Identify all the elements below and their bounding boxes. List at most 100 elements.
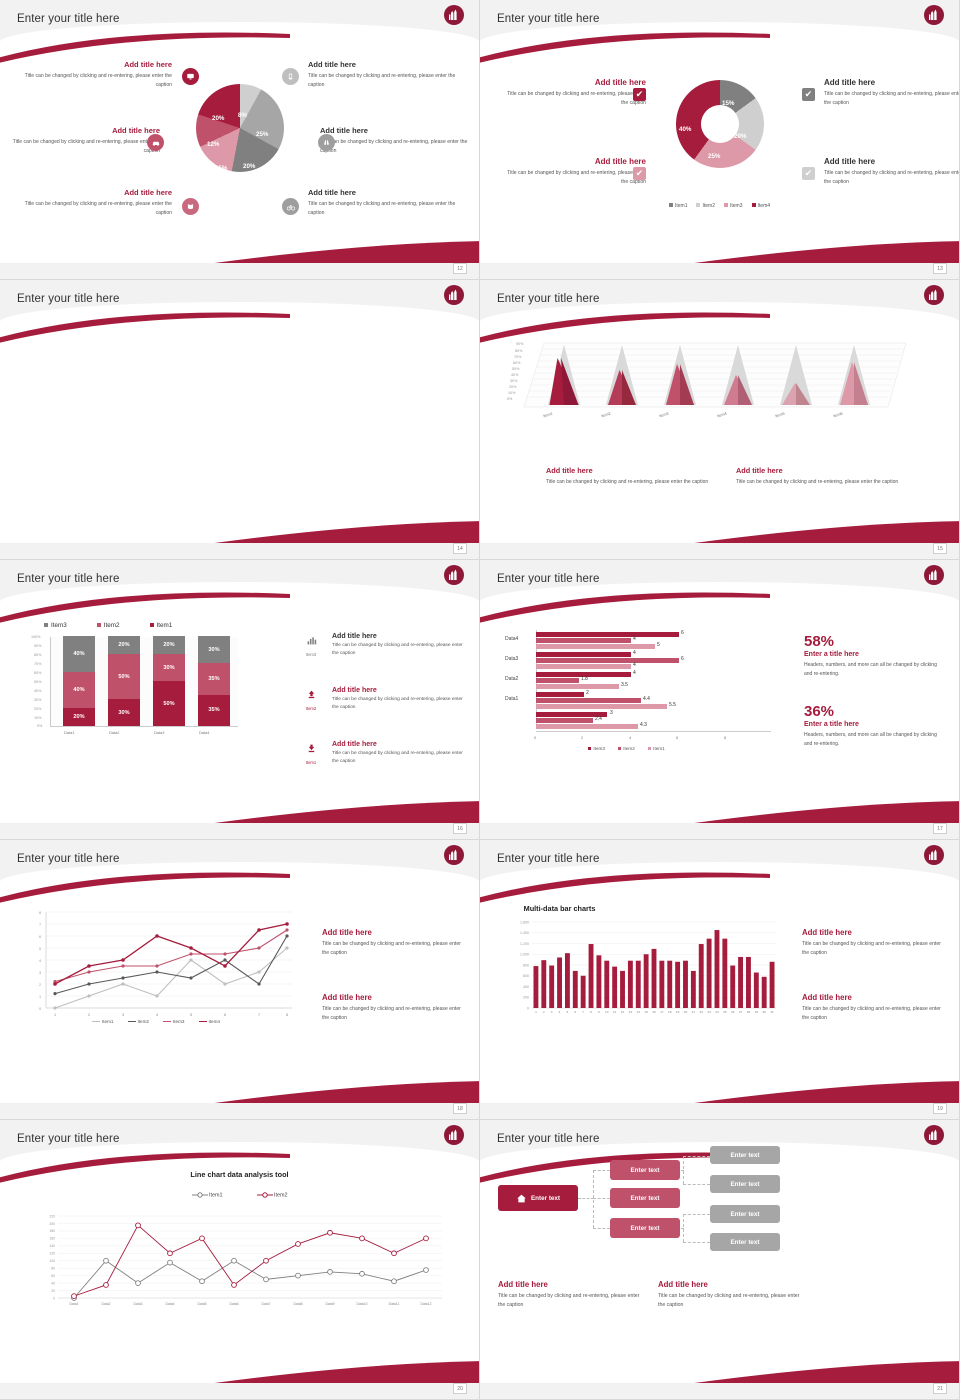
stat-block-2[interactable]: 36% Enter a title here Headers, numbers,… [804, 703, 944, 748]
slide-20[interactable]: Enter your title here Line chart data an… [0, 1120, 480, 1400]
flow-node-l2-3[interactable]: Enter text [610, 1218, 680, 1238]
stat-block-1[interactable]: 58% Enter a title here Headers, numbers,… [804, 633, 944, 678]
donut-item-left-1[interactable]: Add title here Title can be changed by c… [506, 78, 646, 108]
svg-text:180: 180 [49, 1229, 55, 1233]
item-caption: Title can be changed by clicking and re-… [308, 73, 456, 88]
slide-13[interactable]: Enter your title here 15% 20% 25% 40% It… [480, 0, 960, 280]
segment-value: 30% [198, 636, 230, 663]
car-icon[interactable] [147, 134, 164, 151]
phone-icon[interactable] [282, 68, 299, 85]
brand-logo-icon [444, 285, 464, 305]
flow-root-node[interactable]: Enter text [498, 1185, 578, 1211]
checkbox-icon[interactable]: ✔ [802, 167, 815, 180]
pie-chart [196, 84, 284, 172]
y-tick: 90% [34, 644, 42, 648]
checkbox-icon[interactable]: ✔ [633, 88, 646, 101]
side-item-3[interactable]: Item1 Add title here Title can be change… [300, 741, 470, 766]
monitor-icon[interactable] [182, 68, 199, 85]
y-tick: 10% [34, 716, 42, 720]
bicycle-icon[interactable] [282, 198, 299, 215]
legend-item: Item2 [617, 746, 635, 751]
brand-logo-icon [924, 565, 944, 585]
pie-item-right-1[interactable]: Add title here Title can be changed by c… [308, 60, 458, 90]
chart-title: Line chart data analysis tool [190, 1170, 289, 1179]
checkbox-icon[interactable]: ✔ [802, 88, 815, 101]
donut-item-right-2[interactable]: Add title here Title can be changed by c… [824, 157, 959, 187]
donut-item-right-1[interactable]: Add title here Title can be changed by c… [824, 78, 960, 108]
slide-footer-band [0, 543, 479, 559]
svg-text:8: 8 [39, 911, 41, 915]
pie-item-right-2[interactable]: Add title here Title can be changed by c… [320, 126, 470, 156]
pie-item-left-2[interactable]: Add title here Title can be changed by c… [10, 126, 160, 156]
y-tick: 60% [34, 671, 42, 675]
page-title: Enter your title here [497, 573, 600, 585]
caption-block-1[interactable]: Add title here Title can be changed by c… [498, 1280, 643, 1310]
multi-line-chart: 8 7 6 5 4 3 2 1 0 1 2 3 4 5 6 7 8 [39, 911, 292, 1017]
line-legend: Item1 Item2 Item3 Item4 [92, 1019, 220, 1024]
page-number: 19 [933, 1103, 947, 1114]
svg-text:28: 28 [747, 1010, 751, 1014]
slide-15[interactable]: Enter your title here [480, 280, 960, 560]
y-tick: 60% [513, 361, 521, 365]
slide-18[interactable]: Enter your title here 8 7 6 5 4 3 2 1 0 1 2 3 4 5 6… [0, 840, 480, 1120]
y-tick: 0% [37, 724, 43, 728]
binoculars-icon[interactable] [318, 134, 335, 151]
item-caption: Title can be changed by clicking and re-… [824, 91, 960, 107]
slide-16[interactable]: Enter your title here Item3 Item2 Item1 … [0, 560, 480, 840]
flow-node-l3-2[interactable]: Enter text [710, 1175, 780, 1193]
slide-19[interactable]: Enter your title here Multi-data bar cha… [480, 840, 960, 1120]
swoosh-bottom-decoration [665, 1081, 959, 1109]
caption-block-2[interactable]: Add title here Title can be changed by c… [802, 993, 947, 1023]
caption-block-2[interactable]: Add title here Title can be changed by c… [322, 993, 467, 1023]
flow-node-l3-3[interactable]: Enter text [710, 1205, 780, 1223]
side-item-title: Add title here [332, 741, 377, 748]
flow-node-l2-2[interactable]: Enter text [610, 1188, 680, 1208]
donut-item-left-2[interactable]: Add title here Title can be changed by c… [506, 157, 646, 187]
bar-value: 1.8 [581, 676, 588, 682]
bar-chart-icon[interactable]: Item3 [300, 633, 322, 657]
caption-block-1[interactable]: Add title here Title can be changed by c… [322, 928, 467, 958]
pie-item-right-3[interactable]: Add title here Title can be changed by c… [308, 188, 458, 218]
svg-text:16: 16 [652, 1010, 656, 1014]
book-icon[interactable] [182, 198, 199, 215]
svg-text:1,400: 1,400 [520, 931, 529, 935]
caption-block-2[interactable]: Add title here Title can be changed by c… [658, 1280, 803, 1310]
pie-item-left-1[interactable]: Add title here Title can be changed by c… [22, 60, 172, 90]
svg-text:2: 2 [88, 1013, 90, 1017]
slide-14[interactable]: Enter your title here [0, 280, 480, 560]
swoosh-bottom-decoration [665, 241, 959, 269]
page-title: Enter your title here [17, 13, 120, 25]
flow-node-l3-4[interactable]: Enter text [710, 1233, 780, 1251]
slide-21[interactable]: Enter your title here Enter text Enter t… [480, 1120, 960, 1400]
download-arrow-icon[interactable]: Item1 [300, 741, 322, 765]
page-title: Enter your title here [497, 1133, 600, 1145]
flow-node-l3-1[interactable]: Enter text [710, 1146, 780, 1164]
bar-value: 6 [681, 656, 684, 662]
side-item-2[interactable]: Item2 Add title here Title can be change… [300, 687, 470, 712]
slide-footer-band [0, 1103, 479, 1119]
caption-text: Title can be changed by clicking and re-… [322, 941, 461, 956]
x-tick: 2 [581, 735, 584, 740]
pie-item-left-3[interactable]: Add title here Title can be changed by c… [22, 188, 172, 218]
y-tick: 20% [509, 385, 517, 389]
caption-block-1[interactable]: Add title here Title can be changed by c… [802, 928, 947, 958]
upload-arrow-icon[interactable]: Item2 [300, 687, 322, 711]
caption-block-left[interactable]: Add title here Title can be changed by c… [546, 466, 726, 487]
side-item-1[interactable]: Item3 Add title here Title can be change… [300, 633, 470, 658]
item-title: Add title here [594, 78, 646, 87]
slide-body [0, 1142, 479, 1378]
legend-item: Item2 [256, 1192, 287, 1198]
svg-text:100: 100 [49, 1259, 55, 1263]
caption-block-right[interactable]: Add title here Title can be changed by c… [736, 466, 916, 487]
slide-12[interactable]: Enter your title here 8% 25% 20% 15% 12%… [0, 0, 480, 280]
swoosh-top-decoration [480, 32, 770, 63]
flow-node-l2-1[interactable]: Enter text [610, 1160, 680, 1180]
item-caption: Title can be changed by clicking and re-… [24, 201, 172, 216]
caption-title: Add title here [802, 993, 852, 1002]
legend-item: Item3 [724, 203, 743, 209]
svg-text:1: 1 [535, 1010, 537, 1014]
brand-logo-icon [444, 845, 464, 865]
slide-17[interactable]: Enter your title here 6 4 5 4 6 4 4 [480, 560, 960, 840]
checkbox-icon[interactable]: ✔ [633, 167, 646, 180]
legend-item: Item4 [751, 203, 770, 209]
